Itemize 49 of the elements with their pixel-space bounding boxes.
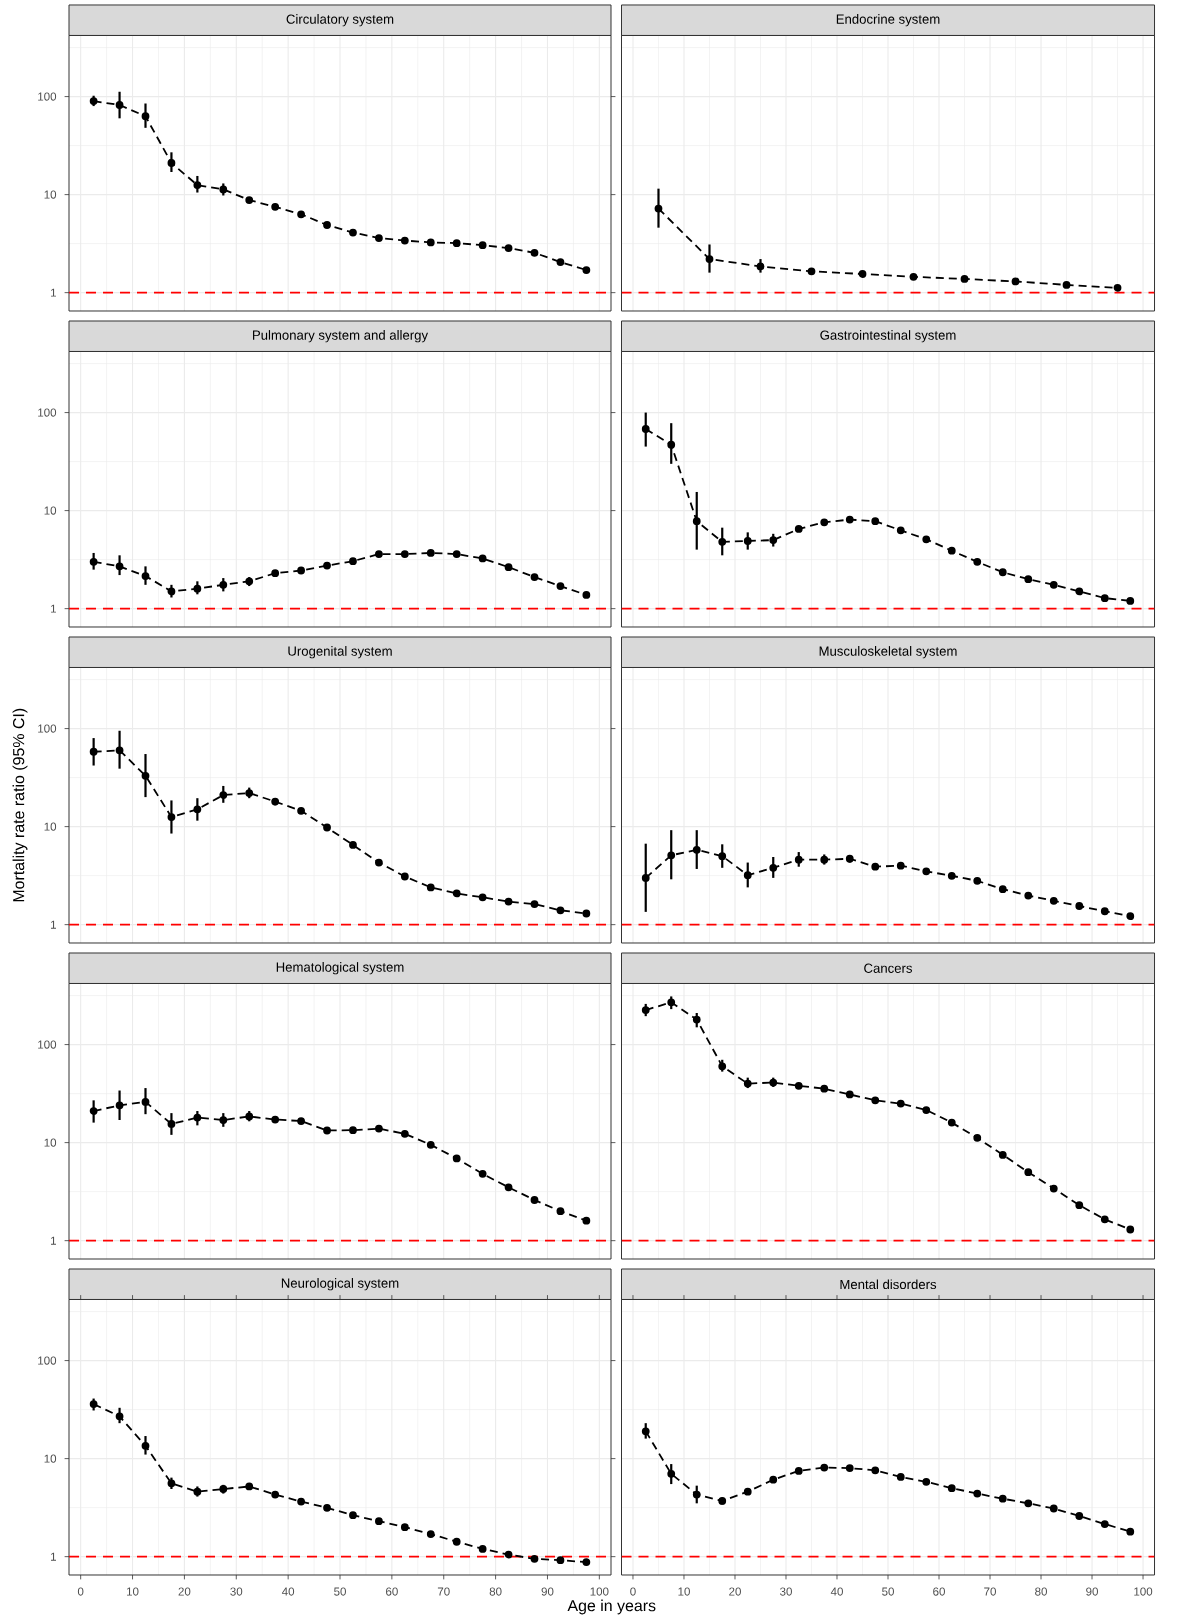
y-tick-label: 100 bbox=[38, 724, 57, 733]
y-tick-label: 100 bbox=[38, 1040, 57, 1049]
y-tick-label: 100 bbox=[38, 1356, 57, 1365]
chart-title: Pulmonary system and allergy bbox=[253, 330, 429, 343]
y-tick-label: 10 bbox=[44, 1454, 57, 1463]
y-tick-label: 10 bbox=[44, 1138, 57, 1147]
y-tick-label: 1 bbox=[51, 1236, 57, 1245]
chart-title: Endocrine system bbox=[836, 14, 940, 27]
y-tick-label: 1 bbox=[51, 288, 57, 297]
x-tick-label: 60 bbox=[933, 1587, 945, 1596]
y-tick-label: 100 bbox=[38, 92, 57, 101]
x-tick-label: 10 bbox=[126, 1587, 139, 1596]
chart-title: Neurological system bbox=[281, 1278, 399, 1291]
chart-title: Musculoskeletal system bbox=[819, 646, 957, 659]
x-tick-label: 20 bbox=[178, 1587, 191, 1596]
x-tick-label: 70 bbox=[437, 1587, 450, 1596]
y-tick-label: 1 bbox=[51, 604, 57, 613]
x-tick-label: 70 bbox=[984, 1587, 996, 1596]
y-axis-title: Mortality rate ratio (95% CI) bbox=[12, 708, 28, 902]
x-tick-label: 80 bbox=[1035, 1587, 1047, 1596]
y-tick-label: 100 bbox=[38, 408, 57, 417]
y-tick-label: 10 bbox=[44, 190, 57, 199]
y-tick-label: 10 bbox=[44, 506, 57, 515]
chart-title: Circulatory system bbox=[286, 14, 394, 27]
x-tick-label: 0 bbox=[77, 1587, 84, 1596]
y-tick-label: 1 bbox=[51, 1552, 57, 1561]
x-tick-label: 100 bbox=[1134, 1587, 1153, 1596]
chart-title: Mental disorders bbox=[840, 1279, 937, 1290]
x-tick-label: 90 bbox=[1086, 1587, 1098, 1596]
x-tick-label: 90 bbox=[541, 1587, 554, 1596]
x-tick-label: 40 bbox=[281, 1587, 295, 1596]
x-axis-title: Age in years bbox=[567, 1599, 656, 1615]
x-tick-label: 80 bbox=[489, 1587, 502, 1596]
x-tick-label: 20 bbox=[729, 1587, 741, 1596]
chart-title: Gastrointestinal system bbox=[820, 330, 956, 343]
x-tick-label: 40 bbox=[830, 1587, 843, 1596]
x-tick-label: 50 bbox=[334, 1587, 346, 1596]
x-tick-label: 100 bbox=[590, 1587, 609, 1596]
x-tick-label: 30 bbox=[230, 1587, 243, 1596]
x-tick-label: 60 bbox=[386, 1587, 398, 1596]
y-tick-label: 1 bbox=[51, 920, 57, 929]
chart-title: Urogenital system bbox=[288, 646, 392, 659]
x-tick-label: 10 bbox=[678, 1587, 690, 1596]
chart-title: Hematological system bbox=[276, 962, 404, 975]
x-tick-label: 50 bbox=[882, 1587, 894, 1596]
x-tick-label: 0 bbox=[630, 1587, 636, 1596]
y-tick-label: 10 bbox=[44, 822, 57, 831]
x-tick-label: 30 bbox=[780, 1587, 792, 1596]
chart-title: Cancers bbox=[864, 963, 912, 973]
